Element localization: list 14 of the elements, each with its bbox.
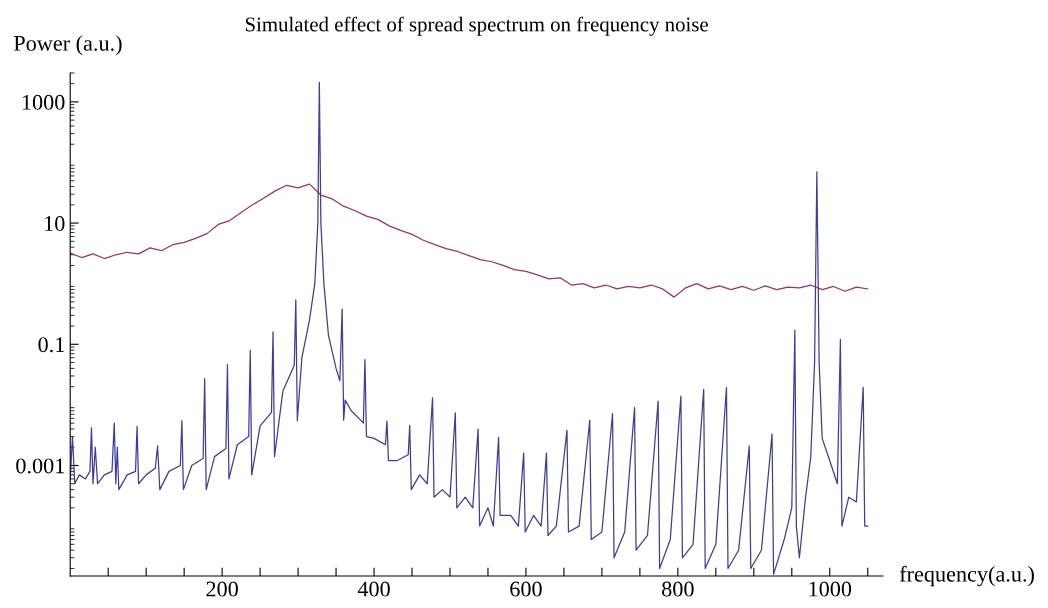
y-tick-label: 1000 bbox=[22, 94, 65, 110]
x-tick-label: 800 bbox=[662, 581, 694, 597]
y-axis-title: Power (a.u.) bbox=[13, 35, 122, 56]
y-tick-label: 0.001 bbox=[16, 458, 65, 474]
y-tick-label: 10 bbox=[45, 216, 65, 232]
chart-title: Simulated effect of spread spectrum on frequency noise bbox=[245, 16, 708, 36]
y-tick-label: 0.1 bbox=[38, 337, 65, 353]
x-axis-title: frequency(a.u.) bbox=[899, 565, 1034, 587]
x-tick-label: 1000 bbox=[809, 581, 852, 597]
line-series bbox=[70, 183, 869, 298]
line-series bbox=[70, 81, 869, 575]
x-tick-label: 400 bbox=[357, 581, 390, 597]
x-tick-label: 600 bbox=[510, 581, 542, 597]
x-tick-label: 200 bbox=[206, 581, 238, 597]
